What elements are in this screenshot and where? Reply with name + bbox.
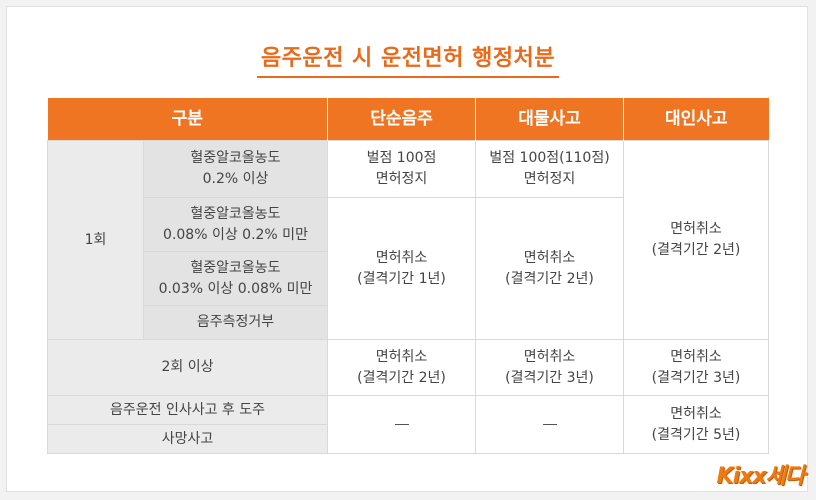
table-row: 음주운전 인사사고 후 도주 면허취소 (결격기간 5년)	[47, 395, 769, 454]
condition-line: 혈중알코올농도	[190, 150, 281, 166]
second-offense-label: 2회 이상	[47, 339, 328, 396]
penalty-line: 면허정지	[375, 171, 428, 187]
penalty-table: 구분 단순음주 대물사고 대인사고 1회 혈중알코올농도 0.2% 이상 벌점 …	[47, 98, 769, 454]
condition-cell: 혈중알코올농도 0.08% 이상 0.2% 미만	[143, 197, 328, 252]
hit-and-run-label: 음주운전 인사사고 후 도주	[47, 395, 328, 425]
header-simple-drinking: 단순음주	[327, 98, 476, 141]
penalty-line: 면허취소	[523, 249, 576, 266]
penalty-line: 면허취소	[523, 348, 576, 365]
penalty-line: 면허취소	[670, 405, 722, 422]
simple-penalty-cell: 벌점 100점 면허정지	[327, 140, 476, 198]
penalty-line: 면허취소	[670, 348, 722, 365]
property-penalty-cell	[475, 395, 624, 454]
penalty-line: 면허취소	[375, 348, 428, 365]
header-property-accident: 대물사고	[475, 98, 624, 141]
penalty-line: (결격기간 2년)	[357, 369, 446, 386]
dash-mark	[394, 423, 409, 425]
header-injury-accident: 대인사고	[623, 98, 769, 141]
simple-penalty-cell: 면허취소 (결격기간 1년)	[327, 197, 476, 340]
penalty-line: 면허취소	[670, 221, 722, 237]
simple-penalty-cell: 면허취소 (결격기간 2년)	[327, 339, 476, 396]
table-row: 2회 이상 면허취소 (결격기간 2년) 면허취소 (결격기간 3년) 면허취소…	[47, 339, 769, 396]
condition-cell: 혈중알코올농도 0.2% 이상	[143, 140, 328, 198]
condition-line: 0.08% 이상 0.2% 미만	[163, 226, 308, 243]
table-row: 혈중알코올농도 0.03% 이상 0.08% 미만	[48, 251, 769, 306]
condition-line: 혈중알코올농도	[190, 259, 281, 276]
simple-penalty-cell	[327, 395, 476, 454]
table-row: 사망사고	[47, 424, 769, 454]
condition-line: 음주측정거부	[196, 314, 275, 330]
property-penalty-cell: 벌점 100점(110점) 면허정지	[475, 140, 624, 198]
fatal-accident-label: 사망사고	[47, 424, 328, 454]
condition-cell: 혈중알코올농도 0.03% 이상 0.08% 미만	[143, 251, 328, 306]
penalty-line: 벌점 100점(110점)	[489, 150, 610, 166]
condition-cell: 음주측정거부	[143, 305, 328, 340]
first-offense-label: 1회	[47, 140, 144, 340]
header-category: 구분	[47, 98, 328, 141]
injury-penalty-cell: 면허취소 (결격기간 5년)	[623, 395, 769, 454]
penalty-line: 면허정지	[523, 171, 576, 187]
injury-penalty-cell: 면허취소 (결격기간 3년)	[623, 339, 769, 396]
penalty-line: (결격기간 2년)	[651, 242, 741, 258]
dash-mark	[542, 423, 557, 425]
injury-penalty-cell: 면허취소 (결격기간 2년)	[623, 140, 769, 340]
table-header-row: 구분 단순음주 대물사고 대인사고	[47, 98, 769, 141]
condition-line: 0.2% 이상	[202, 171, 269, 187]
condition-line: 0.03% 이상 0.08% 미만	[158, 280, 313, 297]
property-penalty-cell: 면허취소 (결격기간 3년)	[475, 339, 624, 396]
property-penalty-cell: 면허취소 (결격기간 2년)	[475, 197, 624, 340]
penalty-line: (결격기간 5년)	[651, 426, 741, 443]
condition-line: 혈중알코올농도	[190, 205, 281, 222]
penalty-line: (결격기간 3년)	[651, 369, 741, 386]
brand-logo: Kixx세다	[716, 464, 805, 489]
penalty-line: (결격기간 3년)	[505, 369, 594, 386]
penalty-line: (결격기간 1년)	[357, 270, 446, 287]
page-title: 음주운전 시 운전면허 행정처분	[0, 40, 816, 78]
penalty-line: 벌점 100점	[366, 150, 437, 166]
penalty-line: 면허취소	[375, 249, 428, 266]
table-row: 혈중알코올농도 0.08% 이상 0.2% 미만 면허취소 (결격기간 1년) …	[48, 197, 769, 340]
penalty-line: (결격기간 2년)	[505, 270, 594, 287]
page-title-text: 음주운전 시 운전면허 행정처분	[256, 40, 560, 78]
table-row: 1회 혈중알코올농도 0.2% 이상 벌점 100점 면허정지 벌점 100점(…	[47, 140, 769, 340]
